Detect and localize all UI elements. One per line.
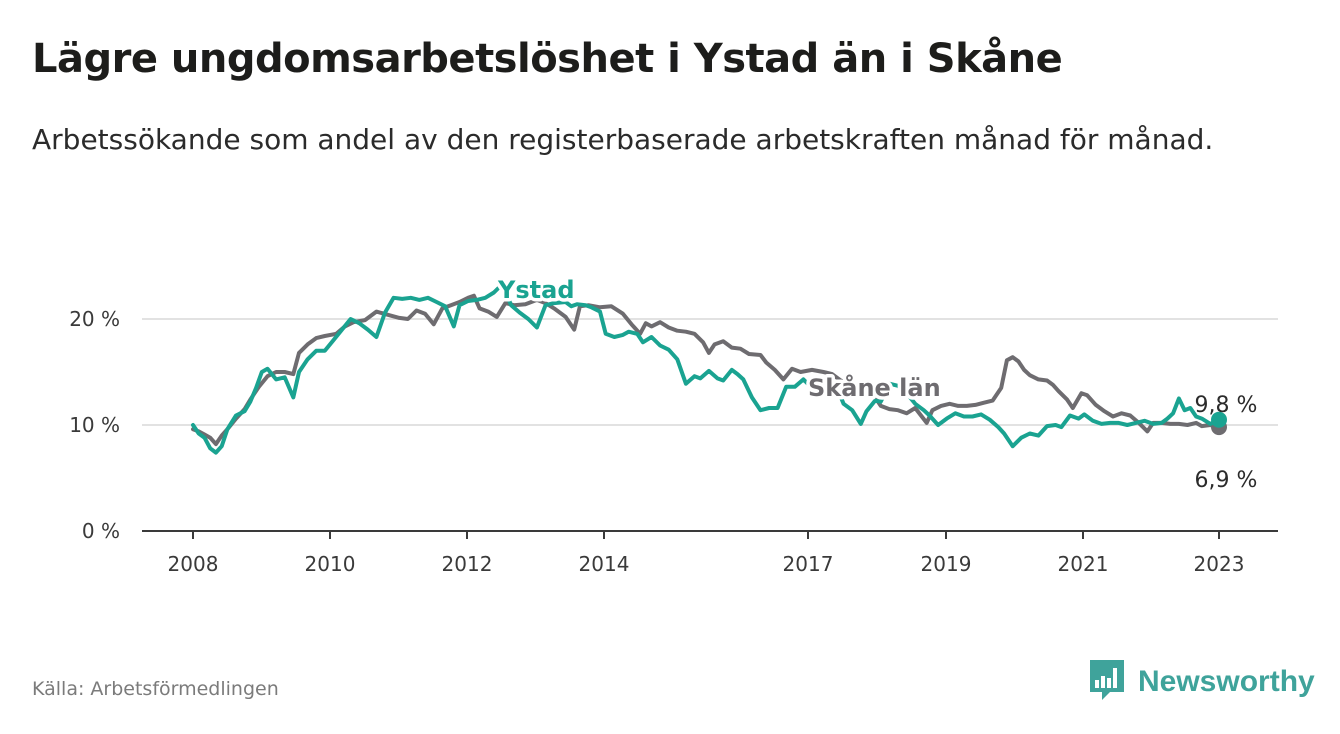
series-label-skane: Skåne län <box>808 373 941 402</box>
series-labels: Ystad Skåne län 9,8 % 6,9 % <box>494 273 1258 494</box>
series-label-ystad: Ystad <box>497 276 575 304</box>
x-tick-label: 2012 <box>442 552 493 576</box>
x-tick-label: 2023 <box>1194 552 1245 576</box>
end-value-label-skane: 9,8 % <box>1195 393 1258 418</box>
x-tick-label: 2017 <box>783 552 834 576</box>
end-value-label-ystad: 6,9 % <box>1195 468 1258 493</box>
source-note: Källa: Arbetsförmedlingen <box>32 678 279 700</box>
chart-title: Lägre ungdomsarbetslöshet i Ystad än i S… <box>32 36 1063 82</box>
bar-chart-speech-bubble-icon <box>1088 658 1126 706</box>
series-line-ystad <box>191 282 1221 455</box>
series-lines <box>191 282 1227 455</box>
x-tick-label: 2010 <box>305 552 356 576</box>
series-endpoint-ystad <box>1211 411 1227 428</box>
y-tick-label: 10 % <box>69 413 120 437</box>
brand-logo[interactable]: Newsworthy <box>1088 660 1315 704</box>
x-tick-label: 2021 <box>1058 552 1109 576</box>
y-tick-label: 20 % <box>69 307 120 331</box>
y-tick-label: 0 % <box>82 519 120 543</box>
brand-name: Newsworthy <box>1138 665 1315 698</box>
x-tick-label: 2008 <box>168 552 219 576</box>
axes: 0 % 10 % 20 % 2008 2010 2012 2014 2017 2019 2021 2… <box>69 307 1278 576</box>
chart-subtitle: Arbetssökande som andel av den registerb… <box>32 123 1214 156</box>
x-tick-label: 2019 <box>921 552 972 576</box>
x-tick-label: 2014 <box>579 552 630 576</box>
series-line-skane <box>191 293 1221 447</box>
gridlines <box>142 318 1278 426</box>
